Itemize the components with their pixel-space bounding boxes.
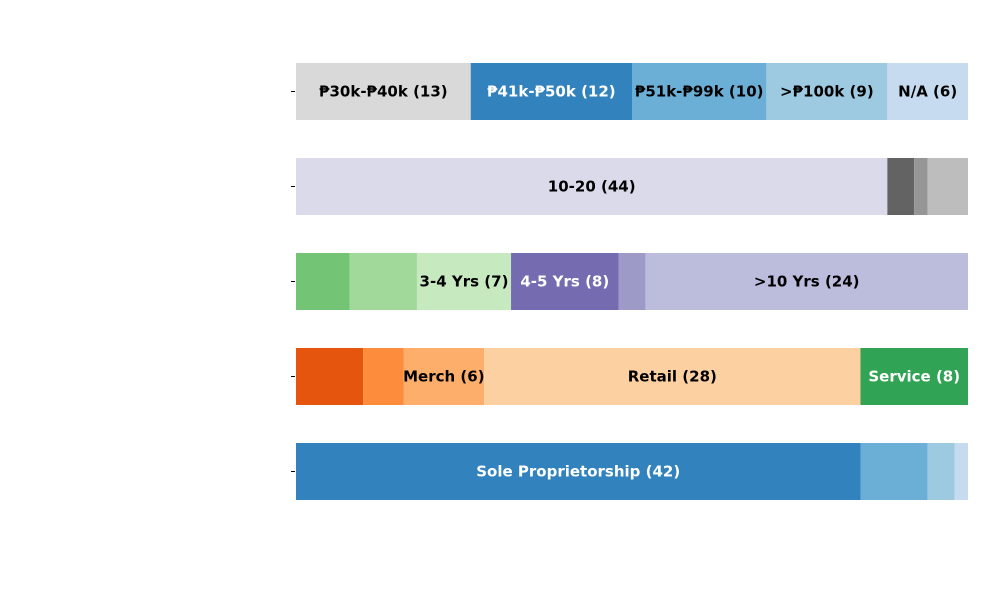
bar-segment: [927, 158, 968, 215]
segment-label: 10-20 (44): [548, 178, 636, 196]
bar-segment: [927, 443, 955, 500]
segment-label: ₱41k-₱50k (12): [487, 83, 616, 101]
bar-segment: [296, 158, 888, 215]
bar-segment: [363, 348, 404, 405]
bar-segment: [349, 253, 417, 310]
segment-label: 3-4 Yrs (7): [420, 273, 509, 291]
segment-label: Service (8): [868, 368, 960, 386]
bar-row-2: 3-4 Yrs (7) 4-5 Yrs (8) >10 Yrs (24): [291, 253, 968, 310]
bar-row-3: Merch (6) Retail (28) Service (8): [291, 348, 968, 405]
bar-segment: [632, 63, 767, 120]
bar-segment: [470, 63, 632, 120]
bar-row-0: ₱30k-₱40k (13) ₱41k-₱50k (12) ₱51k-₱99k (1…: [291, 63, 968, 120]
bar-segment: [484, 348, 861, 405]
bar-segment: [296, 253, 350, 310]
segment-label: Retail (28): [628, 368, 717, 386]
bar-segment: [296, 63, 471, 120]
segment-label: ₱51k-₱99k (10): [635, 83, 764, 101]
bar-segment: [645, 253, 968, 310]
bar-segment: [860, 443, 928, 500]
segment-label: Sole Proprietorship (42): [476, 463, 680, 481]
bar-segment: [296, 348, 364, 405]
segment-label: ₱30k-₱40k (13): [319, 83, 448, 101]
segment-label: N/A (6): [898, 83, 957, 101]
bar-row-4: Sole Proprietorship (42): [291, 443, 968, 500]
segment-label: 4-5 Yrs (8): [520, 273, 609, 291]
bar-segment: [860, 348, 968, 405]
bar-segment: [416, 253, 512, 310]
segment-label: >₱100k (9): [780, 83, 874, 101]
bar-segment: [766, 63, 888, 120]
segment-label: Merch (6): [403, 368, 484, 386]
bar-segment: [618, 253, 646, 310]
bar-segment: [511, 253, 619, 310]
bar-segment: [887, 63, 968, 120]
bar-row-1: 10-20 (44): [291, 158, 968, 215]
bar-segment: [296, 443, 861, 500]
bar-segment: [914, 158, 928, 215]
bar-segment: [403, 348, 485, 405]
bar-segment: [954, 443, 968, 500]
segment-label: >10 Yrs (24): [754, 273, 860, 291]
bar-segment: [887, 158, 915, 215]
